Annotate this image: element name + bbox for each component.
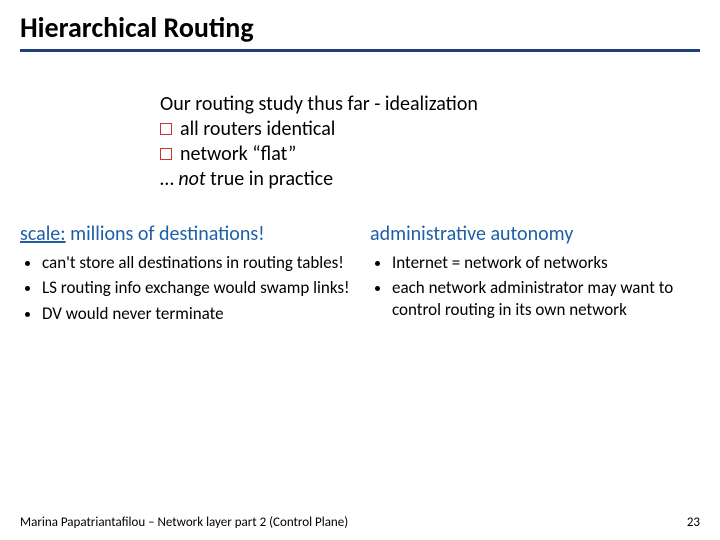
intro-trailing: … not true in practice (160, 167, 640, 192)
columns: scale: millions of destinations! can't s… (20, 222, 700, 328)
page-number: 23 (687, 515, 700, 530)
intro-lead: Our routing study thus far - idealizatio… (160, 92, 640, 117)
list-item: Internet = network of networks (392, 252, 700, 273)
checkbox-icon (160, 148, 172, 160)
intro-block: Our routing study thus far - idealizatio… (160, 92, 640, 192)
intro-trailing-prefix: … (160, 167, 178, 191)
left-heading-rest: millions of destinations! (66, 222, 265, 246)
list-item: each network administrator may want to c… (392, 277, 700, 320)
page-title: Hierarchical Routing (20, 10, 700, 52)
intro-trailing-rest: true in practice (206, 167, 333, 191)
list-item: DV would never terminate (42, 303, 350, 324)
right-bullets: Internet = network of networks each netw… (370, 252, 700, 320)
left-heading: scale: millions of destinations! (20, 222, 350, 246)
right-heading: administrative autonomy (370, 222, 700, 246)
left-bullets: can't store all destinations in routing … (20, 252, 350, 324)
list-item: can't store all destinations in routing … (42, 252, 350, 273)
intro-item: all routers identical (160, 117, 640, 142)
intro-trailing-italic: not (178, 167, 205, 191)
intro-item: network “flat” (160, 142, 640, 167)
left-column: scale: millions of destinations! can't s… (20, 222, 350, 328)
list-item: LS routing info exchange would swamp lin… (42, 277, 350, 298)
right-column: administrative autonomy Internet = netwo… (370, 222, 700, 328)
footer-left: Marina Papatriantafilou – Network layer … (20, 515, 348, 530)
checkbox-icon (160, 123, 172, 135)
left-heading-underlined: scale: (20, 222, 66, 246)
footer: Marina Papatriantafilou – Network layer … (20, 515, 700, 530)
intro-item-text: network “flat” (180, 142, 296, 167)
intro-item-text: all routers identical (180, 117, 335, 142)
